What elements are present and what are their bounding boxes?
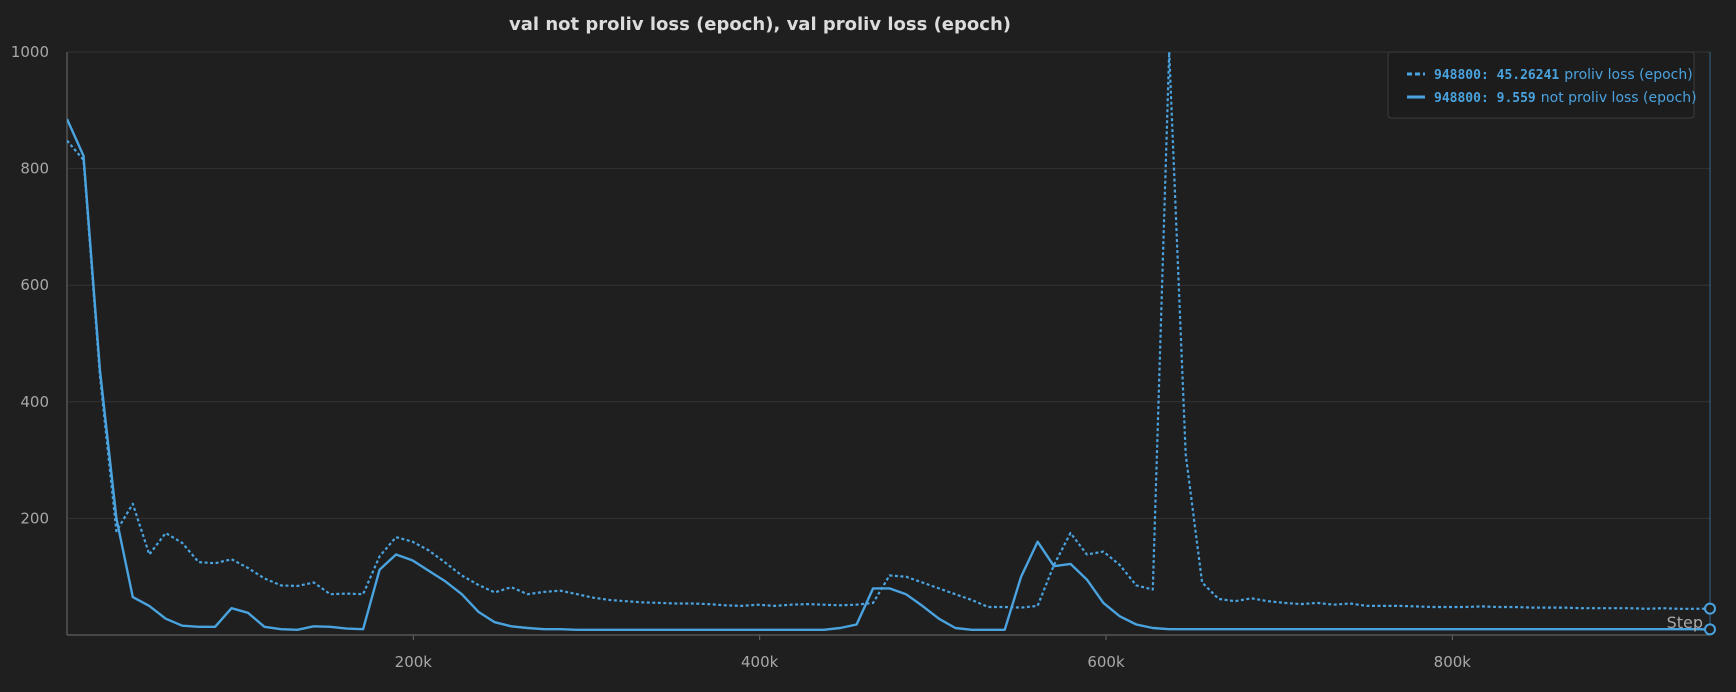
x-axis-label: Step xyxy=(1667,613,1703,632)
series-lines xyxy=(67,50,1711,631)
legend-name-proliv: proliv loss (epoch) xyxy=(1564,67,1692,83)
legend-entry-not-proliv: 948800: 9.559 not proliv loss (epoch) xyxy=(1434,90,1697,106)
end-markers xyxy=(1704,602,1716,636)
legend-name-not-proliv: not proliv loss (epoch) xyxy=(1541,90,1697,106)
legend-value-not-proliv: 9.559 xyxy=(1497,91,1536,106)
y-tick-label: 600 xyxy=(20,276,49,294)
end-marker-not-proliv xyxy=(1704,623,1716,636)
legend-entry-proliv: 948800: 45.26241 proliv loss (epoch) xyxy=(1434,67,1693,83)
series-line-not-proliv xyxy=(67,118,1711,631)
axes: 200 400 600 800 1000 200k 400k 600k 800k xyxy=(11,43,1711,671)
grid-lines xyxy=(67,51,1710,519)
chart-title: val not proliv loss (epoch), val proliv … xyxy=(509,14,1011,35)
x-tick-label: 400k xyxy=(741,653,779,671)
x-tick-label: 600k xyxy=(1087,653,1125,671)
y-tick-label: 200 xyxy=(20,509,49,527)
y-tick-label: 800 xyxy=(20,160,49,178)
series-line-proliv xyxy=(67,50,1711,610)
legend-step-not-proliv: 948800 xyxy=(1434,91,1481,106)
y-tick-label: 1000 xyxy=(11,43,49,61)
legend-value-proliv: 45.26241 xyxy=(1497,68,1560,83)
y-tick-label: 400 xyxy=(20,393,49,411)
end-marker-proliv xyxy=(1704,602,1716,615)
legend-box xyxy=(1387,51,1695,119)
legend: 948800: 45.26241 proliv loss (epoch) 9488… xyxy=(1387,51,1697,119)
legend-step-proliv: 948800 xyxy=(1434,68,1481,83)
x-tick-label: 800k xyxy=(1434,653,1472,671)
x-tick-label: 200k xyxy=(395,653,433,671)
